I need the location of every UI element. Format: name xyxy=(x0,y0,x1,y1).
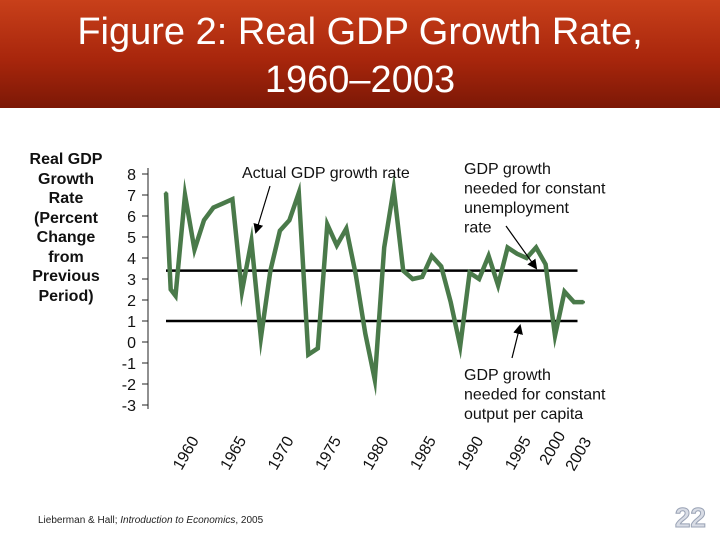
data-point xyxy=(325,222,329,226)
x-tick-label: 1960 xyxy=(170,434,203,473)
data-point xyxy=(202,218,206,222)
x-tick-label: 1965 xyxy=(218,434,251,473)
data-point xyxy=(401,269,405,273)
y-tick-label: 7 xyxy=(127,188,136,205)
data-point xyxy=(211,206,215,210)
x-tick-label: 1975 xyxy=(313,434,346,473)
x-tick-label: 1970 xyxy=(265,434,298,473)
y-axis: 8 7 6 5 4 3 2 1 0 -1 -2 -3 xyxy=(122,167,149,415)
footer-authors: Lieberman & Hall; xyxy=(38,515,121,526)
annotation-line: GDP growth xyxy=(464,367,551,384)
data-point xyxy=(306,353,310,357)
data-point xyxy=(344,227,348,231)
data-point xyxy=(373,378,377,382)
slide-number: 22 xyxy=(674,502,706,534)
annotation-line: Actual GDP growth rate xyxy=(242,165,410,182)
y-tick-label: 5 xyxy=(127,230,136,247)
footer-year: , 2005 xyxy=(235,515,264,526)
y-tick-label: 2 xyxy=(127,293,136,310)
data-point xyxy=(439,264,443,268)
data-point xyxy=(582,300,585,304)
x-tick-label: 1985 xyxy=(407,434,440,473)
x-tick-label: 1995 xyxy=(502,434,535,473)
data-point xyxy=(259,336,263,340)
data-point xyxy=(297,191,301,195)
y-tick-label: -2 xyxy=(122,377,136,394)
slide-title-line1: Figure 2: Real GDP Growth Rate, xyxy=(77,11,643,53)
title-banner xyxy=(0,0,720,108)
data-point xyxy=(411,277,415,281)
actual-gdp-line xyxy=(163,172,584,397)
data-point xyxy=(458,344,462,348)
y-tick-label: -1 xyxy=(122,356,136,373)
annotation-line: needed for constant xyxy=(464,181,606,198)
data-point xyxy=(268,269,272,273)
annotation-arrow xyxy=(511,324,523,359)
data-point xyxy=(563,290,566,294)
data-point xyxy=(221,201,225,205)
annotation-label: GDP growth needed for constant output per … xyxy=(464,367,606,423)
data-point xyxy=(506,246,510,249)
data-point xyxy=(515,252,519,256)
data-point xyxy=(382,246,386,249)
data-point xyxy=(174,294,177,298)
data-point xyxy=(164,191,168,195)
x-tick-label: 1990 xyxy=(455,434,488,473)
annotation-arrow xyxy=(253,185,271,234)
annotation-line: rate xyxy=(464,220,492,237)
data-point xyxy=(534,246,538,249)
data-point xyxy=(287,218,291,222)
y-tick-label: 6 xyxy=(127,209,136,226)
data-point xyxy=(249,239,253,243)
data-point xyxy=(553,334,557,338)
slide-title: Figure 2: Real GDP Growth Rate, 1960–200… xyxy=(0,8,720,104)
data-point xyxy=(544,262,548,266)
data-point xyxy=(354,273,358,277)
annotation-line: needed for constant xyxy=(464,387,606,404)
y-tick-label: 4 xyxy=(127,251,136,268)
data-point xyxy=(420,275,424,279)
y-tick-label: 3 xyxy=(127,272,136,289)
data-point xyxy=(230,197,234,201)
gdp-series xyxy=(163,172,585,397)
annotation-line: GDP growth xyxy=(464,161,551,178)
y-tick-label: -3 xyxy=(122,398,136,415)
x-tick-label: 2003 xyxy=(563,435,596,474)
y-tick-label: 0 xyxy=(127,335,136,352)
data-point xyxy=(477,277,481,281)
x-tick-label: 1980 xyxy=(360,434,393,473)
data-point xyxy=(183,193,187,197)
y-tick-label: 1 xyxy=(127,314,136,331)
footer-citation: Lieberman & Hall; Introduction to Econom… xyxy=(38,515,263,526)
footer-book-title: Introduction to Economics xyxy=(120,515,236,526)
annotation-arrow xyxy=(505,225,538,270)
data-point xyxy=(278,229,282,233)
y-axis-label: Real GDP Growth Rate (Percent Change fro… xyxy=(29,151,103,305)
data-point xyxy=(496,283,500,287)
data-point xyxy=(392,187,396,191)
slide-title-line2: 1960–2003 xyxy=(264,59,456,101)
data-point xyxy=(468,271,472,275)
annotation-label: Actual GDP growth rate xyxy=(242,165,410,182)
y-tick-label: 8 xyxy=(127,167,136,184)
data-point xyxy=(449,300,453,304)
annotation-line: unemployment xyxy=(464,200,570,217)
data-point xyxy=(169,288,173,291)
data-point xyxy=(193,248,196,252)
data-point xyxy=(430,254,434,258)
data-point xyxy=(572,300,576,304)
data-point xyxy=(363,332,367,336)
reference-lines xyxy=(166,269,578,323)
data-point xyxy=(335,243,339,247)
data-point xyxy=(487,254,491,258)
annotation-label: GDP growth needed for constant unemploymen… xyxy=(464,161,606,237)
data-point xyxy=(240,290,244,294)
data-point xyxy=(316,346,320,350)
annotations: Actual GDP growth rate GDP growth needed f… xyxy=(242,161,606,423)
annotation-line: output per capita xyxy=(464,406,583,423)
